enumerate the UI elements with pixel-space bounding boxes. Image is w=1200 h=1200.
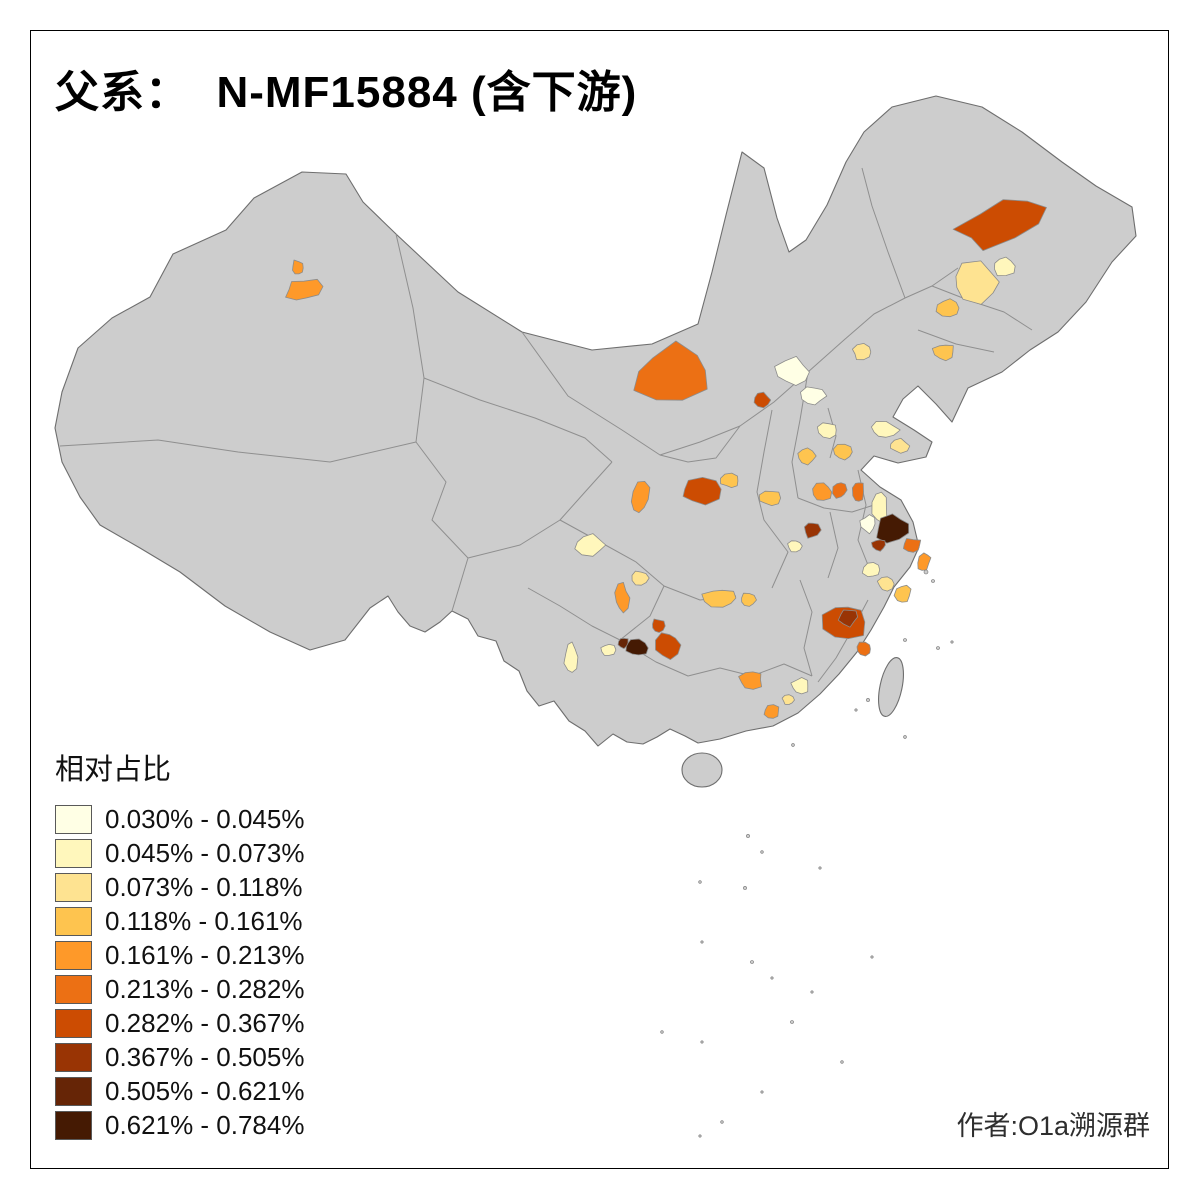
map-region bbox=[720, 472, 739, 489]
legend-label: 0.030% - 0.045% bbox=[105, 803, 305, 834]
legend-rows: 0.030% - 0.045% 0.045% - 0.073% 0.073% - 0… bbox=[55, 802, 304, 1142]
legend-swatch bbox=[55, 838, 92, 868]
map-region bbox=[852, 482, 864, 502]
legend-label: 0.621% - 0.784% bbox=[105, 1109, 305, 1140]
legend-swatch bbox=[55, 1008, 92, 1038]
map-region bbox=[871, 539, 886, 552]
map-region bbox=[955, 260, 1000, 305]
legend-label: 0.118% - 0.161% bbox=[105, 905, 303, 936]
legend-row: 0.045% - 0.073% bbox=[55, 836, 304, 870]
map-region bbox=[574, 533, 607, 557]
map-region bbox=[893, 584, 912, 603]
legend-title: 相对占比 bbox=[55, 754, 172, 786]
legend-swatch bbox=[55, 974, 92, 1004]
map-region bbox=[817, 422, 837, 439]
map-region bbox=[832, 482, 848, 499]
taiwan-island bbox=[878, 657, 904, 717]
base-land bbox=[54, 95, 1137, 788]
map-region bbox=[563, 641, 579, 673]
legend-row: 0.282% - 0.367% bbox=[55, 1006, 304, 1040]
legend-swatch bbox=[55, 1110, 92, 1140]
legend-label: 0.073% - 0.118% bbox=[105, 871, 303, 902]
map-region bbox=[758, 490, 781, 507]
legend-row: 0.505% - 0.621% bbox=[55, 1074, 304, 1108]
map-region bbox=[285, 278, 324, 301]
map-region bbox=[682, 476, 722, 506]
map-region bbox=[832, 443, 853, 461]
map-region bbox=[935, 298, 960, 318]
legend-row: 0.118% - 0.161% bbox=[55, 904, 304, 938]
map-region bbox=[804, 522, 822, 539]
map-region bbox=[701, 589, 737, 608]
legend-label: 0.505% - 0.621% bbox=[105, 1075, 305, 1106]
choropleth-regions bbox=[285, 199, 1047, 719]
map-region bbox=[837, 609, 858, 628]
map-region bbox=[787, 540, 803, 553]
legend-label: 0.045% - 0.073% bbox=[105, 837, 305, 868]
author-credit: 作者:O1a溯源群 bbox=[956, 1111, 1150, 1141]
legend-swatch bbox=[55, 804, 92, 834]
hainan-island bbox=[681, 752, 723, 788]
legend-swatch bbox=[55, 1042, 92, 1072]
small-islands bbox=[660, 569, 954, 1138]
map-region bbox=[600, 644, 617, 656]
map-region bbox=[774, 355, 810, 386]
map-region bbox=[861, 562, 881, 577]
map-region bbox=[741, 592, 757, 607]
map-region bbox=[876, 576, 895, 592]
map-region bbox=[903, 538, 922, 553]
map-region bbox=[652, 618, 666, 633]
map-region bbox=[292, 259, 304, 275]
map-region bbox=[790, 677, 809, 695]
legend-row: 0.073% - 0.118% bbox=[55, 870, 304, 904]
map-region bbox=[800, 386, 828, 406]
legend-swatch bbox=[55, 1076, 92, 1106]
map-region bbox=[871, 420, 901, 438]
map-region bbox=[753, 391, 772, 409]
legend-row: 0.213% - 0.282% bbox=[55, 972, 304, 1006]
legend-label: 0.282% - 0.367% bbox=[105, 1007, 305, 1038]
legend-label: 0.367% - 0.505% bbox=[105, 1041, 305, 1072]
legend-swatch bbox=[55, 872, 92, 902]
legend-row: 0.367% - 0.505% bbox=[55, 1040, 304, 1074]
map-region bbox=[952, 199, 1047, 252]
china-mainland bbox=[54, 95, 1137, 747]
map-region bbox=[876, 513, 910, 544]
map-region bbox=[617, 638, 629, 649]
map-region bbox=[797, 447, 817, 466]
map-region bbox=[781, 694, 795, 705]
map-title: 父系： N-MF15884 (含下游) bbox=[55, 68, 638, 117]
map-region bbox=[890, 437, 911, 454]
map-region bbox=[763, 704, 780, 719]
map-region bbox=[852, 342, 872, 361]
map-region bbox=[859, 514, 876, 535]
map-region bbox=[931, 344, 954, 362]
map-region bbox=[614, 582, 631, 614]
map-region bbox=[917, 552, 932, 571]
province-borders bbox=[59, 167, 1033, 683]
map-region bbox=[856, 641, 871, 657]
map-region bbox=[633, 340, 708, 401]
map-region bbox=[738, 671, 762, 690]
map-region bbox=[812, 482, 833, 501]
legend-label: 0.161% - 0.213% bbox=[105, 939, 305, 970]
legend-row: 0.621% - 0.784% bbox=[55, 1108, 304, 1142]
map-region bbox=[994, 256, 1016, 277]
legend: 相对占比 0.030% - 0.045% 0.045% - 0.073% 0.073… bbox=[55, 746, 304, 1142]
map-region bbox=[630, 480, 651, 514]
legend-row: 0.161% - 0.213% bbox=[55, 938, 304, 972]
map-region bbox=[625, 638, 649, 656]
legend-swatch bbox=[55, 940, 92, 970]
map-region bbox=[655, 632, 682, 660]
legend-swatch bbox=[55, 906, 92, 936]
legend-row: 0.030% - 0.045% bbox=[55, 802, 304, 836]
map-region bbox=[631, 570, 650, 586]
plot-frame bbox=[30, 30, 1169, 1169]
legend-label: 0.213% - 0.282% bbox=[105, 973, 305, 1004]
